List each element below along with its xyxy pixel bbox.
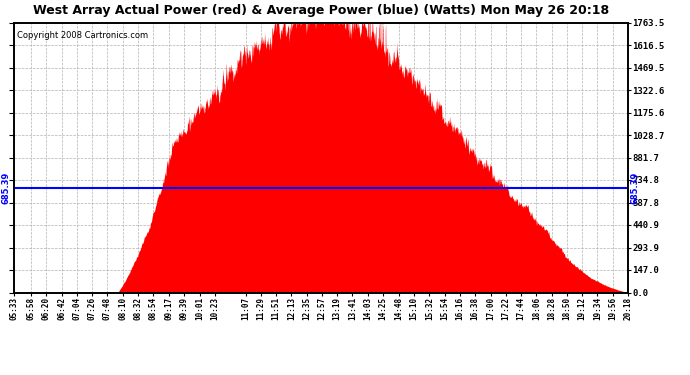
Text: West Array Actual Power (red) & Average Power (blue) (Watts) Mon May 26 20:18: West Array Actual Power (red) & Average …: [33, 4, 609, 17]
Text: Copyright 2008 Cartronics.com: Copyright 2008 Cartronics.com: [17, 31, 148, 40]
Text: 685.39: 685.39: [631, 171, 640, 204]
Text: 685.39: 685.39: [2, 171, 11, 204]
